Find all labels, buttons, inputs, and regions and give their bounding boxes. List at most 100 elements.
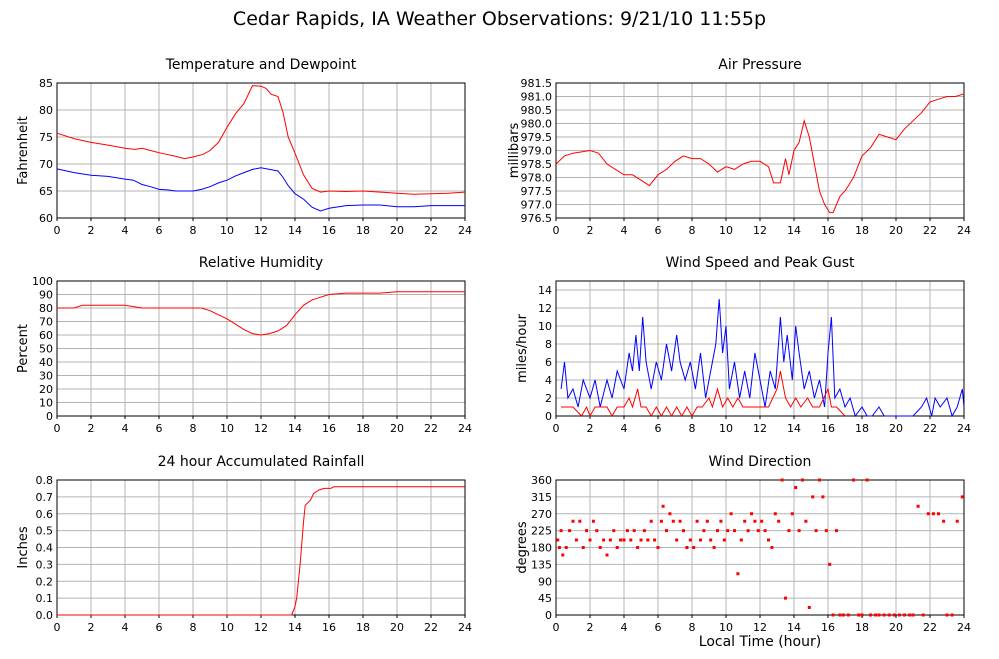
rh-x-tick-label: 12 — [254, 422, 268, 435]
dir-x-tick-label: 18 — [855, 621, 869, 634]
press-x-tick-label: 22 — [923, 224, 937, 237]
dir-point — [712, 546, 716, 549]
dir-point — [729, 512, 733, 516]
x-axis-label: Local Time (hour) — [698, 634, 822, 650]
dir-point — [661, 504, 665, 508]
press-y-tick-label: 978.0 — [521, 172, 553, 185]
temp-x-tick-label: 8 — [190, 224, 197, 237]
dir-point — [937, 512, 940, 516]
dir-y-tick-label: 0 — [545, 609, 552, 622]
dir-point — [653, 538, 657, 542]
dir-y-tick-label: 45 — [538, 592, 552, 605]
dir-x-tick-label: 20 — [889, 621, 903, 634]
rh-y-tick-label: 80 — [39, 302, 53, 315]
temp-y-tick-label: 80 — [39, 104, 53, 117]
dir-point — [931, 512, 935, 516]
rh-y-axis-label: Percent — [16, 324, 31, 373]
dir-point — [846, 613, 850, 617]
wind-x-tick-label: 4 — [621, 422, 628, 435]
dir-y-axis-label: degrees — [515, 521, 530, 574]
wind-y-tick-label: 6 — [545, 356, 552, 369]
dir-point — [784, 596, 787, 600]
dir-point — [659, 519, 663, 523]
dir-point — [656, 546, 660, 549]
dir-point — [780, 478, 784, 482]
rain-x-tick-label: 0 — [54, 621, 61, 634]
temp-y-tick-label: 85 — [39, 77, 53, 90]
press-x-tick-label: 24 — [957, 224, 971, 237]
press-x-tick-label: 14 — [787, 224, 801, 237]
rh-x-tick-label: 10 — [220, 422, 234, 435]
dir-point — [860, 613, 864, 617]
rain-x-tick-label: 2 — [88, 621, 95, 634]
temp-x-tick-label: 16 — [322, 224, 336, 237]
dir-x-tick-label: 0 — [553, 621, 560, 634]
dir-point — [682, 529, 685, 533]
rh-y-tick-label: 70 — [39, 316, 53, 329]
rh-y-tick-label: 100 — [32, 275, 53, 288]
dir-point — [760, 519, 764, 523]
press-x-tick-label: 12 — [753, 224, 767, 237]
rh-y-tick-label: 20 — [39, 383, 53, 396]
temp-y-tick-label: 60 — [39, 212, 53, 225]
rain-x-tick-label: 16 — [322, 621, 336, 634]
dir-x-tick-label: 8 — [689, 621, 696, 634]
press-y-tick-label: 977.5 — [521, 185, 553, 198]
rain-y-tick-label: 0.3 — [36, 558, 54, 571]
dir-point — [807, 606, 811, 609]
press-x-tick-label: 6 — [655, 224, 662, 237]
dir-point — [699, 538, 702, 542]
dir-point — [585, 529, 589, 533]
dir-point — [598, 546, 602, 549]
dir-point — [605, 553, 609, 557]
dir-point — [753, 519, 757, 523]
rh-series-line-0 — [57, 291, 465, 336]
rain-x-tick-label: 8 — [190, 621, 197, 634]
dir-point — [777, 519, 781, 523]
press-x-tick-label: 20 — [889, 224, 903, 237]
wind-y-tick-label: 8 — [545, 338, 552, 351]
temp-x-tick-label: 20 — [390, 224, 404, 237]
dir-point — [568, 529, 572, 533]
dir-point — [722, 538, 726, 542]
dir-chart-title: Wind Direction — [709, 454, 812, 470]
dir-point — [811, 495, 815, 499]
dir-x-tick-label: 2 — [587, 621, 594, 634]
dir-point — [646, 538, 650, 542]
temp-x-tick-label: 4 — [122, 224, 129, 237]
dir-point — [716, 529, 719, 533]
wind-x-tick-label: 12 — [753, 422, 767, 435]
dir-point — [770, 546, 774, 549]
dir-point — [831, 613, 835, 617]
dir-point — [887, 613, 891, 617]
temp-y-axis-label: Fahrenheit — [16, 116, 31, 185]
dir-point — [911, 613, 915, 617]
dir-point — [612, 529, 616, 533]
dir-point — [678, 519, 682, 523]
dir-point — [852, 478, 855, 482]
dir-point — [622, 538, 626, 542]
dir-point — [869, 613, 872, 617]
dir-point — [801, 478, 804, 482]
rh-x-tick-label: 18 — [356, 422, 370, 435]
dir-x-tick-label: 14 — [787, 621, 801, 634]
page-title: Cedar Rapids, IA Weather Observations: 9… — [232, 8, 767, 30]
temp-x-tick-label: 0 — [54, 224, 61, 237]
temp-y-tick-label: 65 — [39, 185, 53, 198]
dir-y-tick-label: 360 — [531, 474, 552, 487]
rh-x-tick-label: 2 — [88, 422, 95, 435]
dir-point — [692, 546, 696, 549]
press-y-tick-label: 979.5 — [521, 131, 553, 144]
press-y-tick-label: 981.0 — [521, 91, 553, 104]
dir-y-tick-label: 180 — [531, 542, 552, 555]
dir-point — [688, 538, 692, 542]
press-y-tick-label: 978.5 — [521, 158, 553, 171]
rh-y-tick-label: 0 — [46, 410, 53, 423]
wind-x-tick-label: 20 — [889, 422, 903, 435]
press-y-tick-label: 976.5 — [521, 212, 553, 225]
dir-point — [950, 613, 954, 617]
rh-x-tick-label: 6 — [156, 422, 163, 435]
temp-x-tick-label: 2 — [88, 224, 95, 237]
wind-y-tick-label: 4 — [545, 374, 552, 387]
temp-x-tick-label: 12 — [254, 224, 268, 237]
